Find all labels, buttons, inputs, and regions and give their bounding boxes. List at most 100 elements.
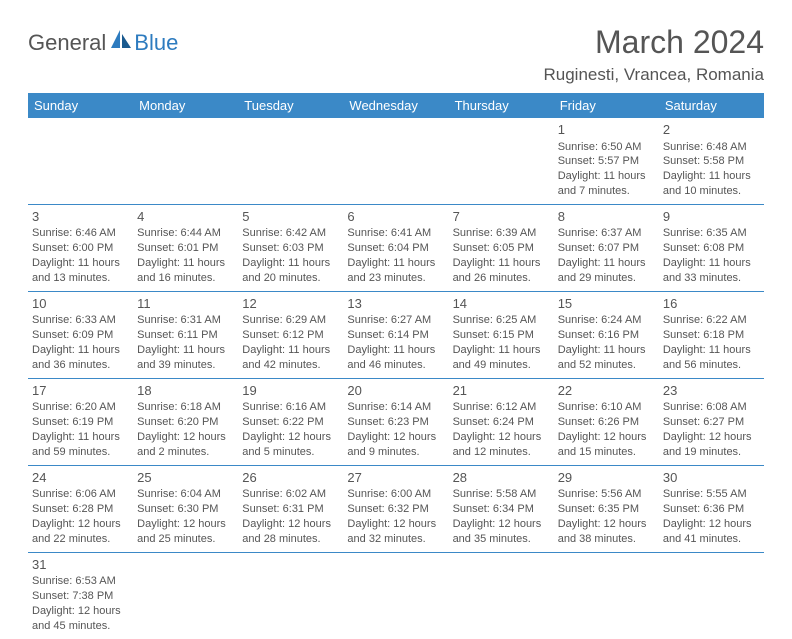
- day-number: 30: [663, 469, 760, 487]
- day-number: 2: [663, 121, 760, 139]
- sunrise-text: Sunrise: 6:29 AM: [242, 313, 339, 328]
- sunrise-text: Sunrise: 6:44 AM: [137, 226, 234, 241]
- location: Ruginesti, Vrancea, Romania: [544, 65, 765, 85]
- calendar-cell: 5Sunrise: 6:42 AMSunset: 6:03 PMDaylight…: [238, 204, 343, 291]
- logo-text-blue: Blue: [134, 30, 178, 56]
- daylight-text: Daylight: 11 hours and 49 minutes.: [453, 343, 550, 373]
- sunset-text: Sunset: 6:16 PM: [558, 328, 655, 343]
- sunset-text: Sunset: 6:11 PM: [137, 328, 234, 343]
- day-number: 31: [32, 556, 129, 574]
- calendar-cell: 31Sunrise: 6:53 AMSunset: 7:38 PMDayligh…: [28, 552, 133, 638]
- calendar-cell: 15Sunrise: 6:24 AMSunset: 6:16 PMDayligh…: [554, 291, 659, 378]
- calendar-cell: 11Sunrise: 6:31 AMSunset: 6:11 PMDayligh…: [133, 291, 238, 378]
- weekday-header: Saturday: [659, 93, 764, 118]
- day-number: 20: [347, 382, 444, 400]
- day-number: 25: [137, 469, 234, 487]
- sunrise-text: Sunrise: 6:50 AM: [558, 140, 655, 155]
- sunrise-text: Sunrise: 6:16 AM: [242, 400, 339, 415]
- calendar-cell: 18Sunrise: 6:18 AMSunset: 6:20 PMDayligh…: [133, 378, 238, 465]
- calendar-cell: 19Sunrise: 6:16 AMSunset: 6:22 PMDayligh…: [238, 378, 343, 465]
- calendar-cell: 6Sunrise: 6:41 AMSunset: 6:04 PMDaylight…: [343, 204, 448, 291]
- day-number: 26: [242, 469, 339, 487]
- sunset-text: Sunset: 6:00 PM: [32, 241, 129, 256]
- daylight-text: Daylight: 11 hours and 26 minutes.: [453, 256, 550, 286]
- calendar-cell: 26Sunrise: 6:02 AMSunset: 6:31 PMDayligh…: [238, 465, 343, 552]
- sunset-text: Sunset: 6:04 PM: [347, 241, 444, 256]
- logo: General Blue: [28, 30, 178, 56]
- day-number: 23: [663, 382, 760, 400]
- sunrise-text: Sunrise: 5:58 AM: [453, 487, 550, 502]
- daylight-text: Daylight: 12 hours and 2 minutes.: [137, 430, 234, 460]
- daylight-text: Daylight: 12 hours and 45 minutes.: [32, 604, 129, 634]
- day-number: 22: [558, 382, 655, 400]
- sunset-text: Sunset: 5:58 PM: [663, 154, 760, 169]
- daylight-text: Daylight: 12 hours and 32 minutes.: [347, 517, 444, 547]
- sunset-text: Sunset: 6:01 PM: [137, 241, 234, 256]
- daylight-text: Daylight: 11 hours and 7 minutes.: [558, 169, 655, 199]
- sunrise-text: Sunrise: 6:24 AM: [558, 313, 655, 328]
- sunset-text: Sunset: 6:14 PM: [347, 328, 444, 343]
- daylight-text: Daylight: 12 hours and 25 minutes.: [137, 517, 234, 547]
- calendar-row: 10Sunrise: 6:33 AMSunset: 6:09 PMDayligh…: [28, 291, 764, 378]
- daylight-text: Daylight: 12 hours and 5 minutes.: [242, 430, 339, 460]
- sunrise-text: Sunrise: 5:56 AM: [558, 487, 655, 502]
- calendar-cell: [449, 118, 554, 204]
- sunset-text: Sunset: 6:28 PM: [32, 502, 129, 517]
- month-title: March 2024: [544, 24, 765, 61]
- header: General Blue March 2024 Ruginesti, Vranc…: [28, 24, 764, 85]
- day-number: 12: [242, 295, 339, 313]
- calendar-cell: 10Sunrise: 6:33 AMSunset: 6:09 PMDayligh…: [28, 291, 133, 378]
- sunrise-text: Sunrise: 6:14 AM: [347, 400, 444, 415]
- calendar-cell: [133, 552, 238, 638]
- day-number: 13: [347, 295, 444, 313]
- calendar-row: 3Sunrise: 6:46 AMSunset: 6:00 PMDaylight…: [28, 204, 764, 291]
- day-number: 6: [347, 208, 444, 226]
- calendar-cell: 14Sunrise: 6:25 AMSunset: 6:15 PMDayligh…: [449, 291, 554, 378]
- sunrise-text: Sunrise: 6:18 AM: [137, 400, 234, 415]
- sunrise-text: Sunrise: 6:35 AM: [663, 226, 760, 241]
- day-number: 24: [32, 469, 129, 487]
- sunset-text: Sunset: 5:57 PM: [558, 154, 655, 169]
- sunrise-text: Sunrise: 6:10 AM: [558, 400, 655, 415]
- daylight-text: Daylight: 11 hours and 36 minutes.: [32, 343, 129, 373]
- day-number: 29: [558, 469, 655, 487]
- sunset-text: Sunset: 6:36 PM: [663, 502, 760, 517]
- calendar-table: Sunday Monday Tuesday Wednesday Thursday…: [28, 93, 764, 639]
- calendar-cell: 4Sunrise: 6:44 AMSunset: 6:01 PMDaylight…: [133, 204, 238, 291]
- daylight-text: Daylight: 11 hours and 59 minutes.: [32, 430, 129, 460]
- sunset-text: Sunset: 6:07 PM: [558, 241, 655, 256]
- sunrise-text: Sunrise: 6:41 AM: [347, 226, 444, 241]
- sunrise-text: Sunrise: 6:22 AM: [663, 313, 760, 328]
- daylight-text: Daylight: 12 hours and 9 minutes.: [347, 430, 444, 460]
- calendar-cell: 22Sunrise: 6:10 AMSunset: 6:26 PMDayligh…: [554, 378, 659, 465]
- daylight-text: Daylight: 12 hours and 41 minutes.: [663, 517, 760, 547]
- calendar-cell: 13Sunrise: 6:27 AMSunset: 6:14 PMDayligh…: [343, 291, 448, 378]
- calendar-cell: 30Sunrise: 5:55 AMSunset: 6:36 PMDayligh…: [659, 465, 764, 552]
- daylight-text: Daylight: 11 hours and 56 minutes.: [663, 343, 760, 373]
- calendar-row: 31Sunrise: 6:53 AMSunset: 7:38 PMDayligh…: [28, 552, 764, 638]
- sunrise-text: Sunrise: 6:42 AM: [242, 226, 339, 241]
- sunset-text: Sunset: 6:35 PM: [558, 502, 655, 517]
- sunrise-text: Sunrise: 6:04 AM: [137, 487, 234, 502]
- sunset-text: Sunset: 6:20 PM: [137, 415, 234, 430]
- sunset-text: Sunset: 6:24 PM: [453, 415, 550, 430]
- sunset-text: Sunset: 6:19 PM: [32, 415, 129, 430]
- weekday-header: Thursday: [449, 93, 554, 118]
- calendar-cell: [28, 118, 133, 204]
- calendar-cell: 25Sunrise: 6:04 AMSunset: 6:30 PMDayligh…: [133, 465, 238, 552]
- calendar-cell: [659, 552, 764, 638]
- title-block: March 2024 Ruginesti, Vrancea, Romania: [544, 24, 765, 85]
- day-number: 10: [32, 295, 129, 313]
- sunrise-text: Sunrise: 6:20 AM: [32, 400, 129, 415]
- weekday-header: Friday: [554, 93, 659, 118]
- daylight-text: Daylight: 11 hours and 39 minutes.: [137, 343, 234, 373]
- sunrise-text: Sunrise: 6:37 AM: [558, 226, 655, 241]
- calendar-cell: [343, 118, 448, 204]
- day-number: 1: [558, 121, 655, 139]
- sunrise-text: Sunrise: 6:12 AM: [453, 400, 550, 415]
- calendar-cell: [554, 552, 659, 638]
- day-number: 9: [663, 208, 760, 226]
- logo-sail-icon: [110, 29, 132, 54]
- weekday-header: Wednesday: [343, 93, 448, 118]
- calendar-cell: 28Sunrise: 5:58 AMSunset: 6:34 PMDayligh…: [449, 465, 554, 552]
